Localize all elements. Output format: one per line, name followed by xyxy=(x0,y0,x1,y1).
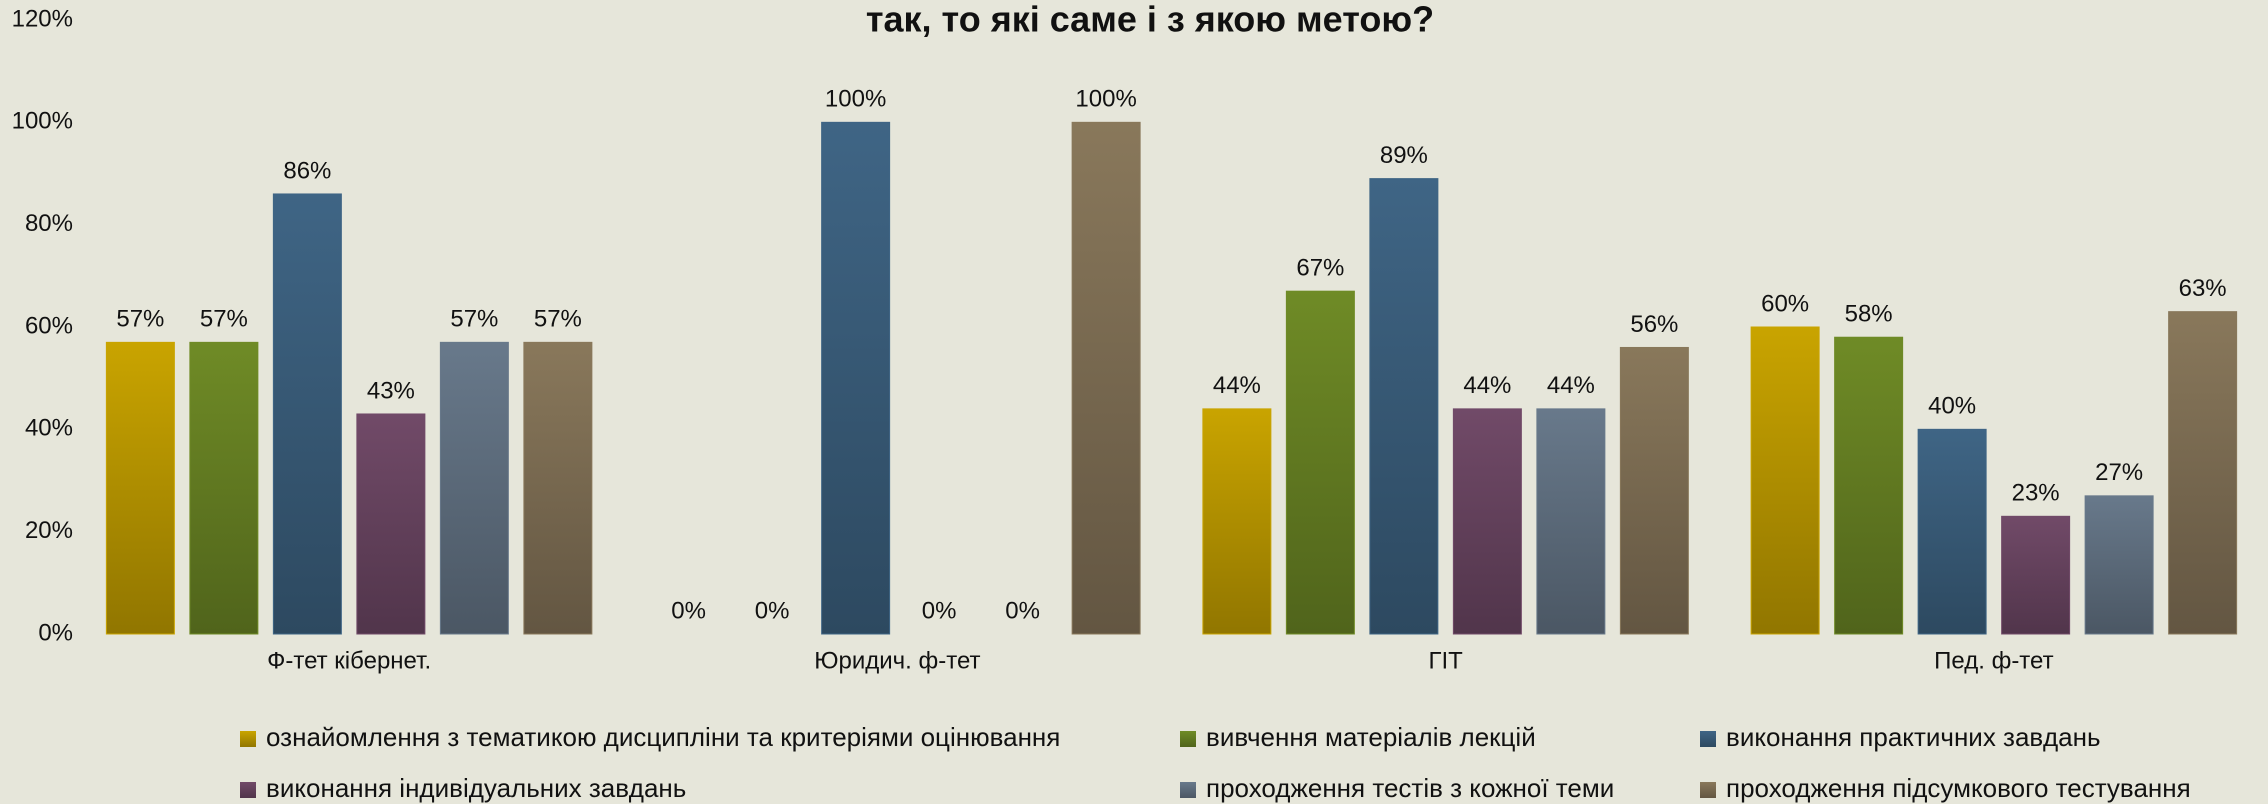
data-label: 27% xyxy=(2095,459,2143,486)
legend-swatch xyxy=(240,782,256,798)
data-label: 0% xyxy=(1005,597,1040,624)
bar xyxy=(272,193,342,635)
legend-label: виконання індивідуальних завдань xyxy=(266,773,686,803)
data-label: 57% xyxy=(534,306,582,333)
bar xyxy=(356,413,426,635)
data-label: 60% xyxy=(1761,290,1809,317)
data-label: 0% xyxy=(922,597,957,624)
legend-label: проходження тестів з кожної теми xyxy=(1206,773,1614,803)
data-label: 100% xyxy=(1075,86,1136,113)
data-label: 67% xyxy=(1296,255,1344,282)
y-tick-label: 20% xyxy=(25,517,73,544)
data-label: 40% xyxy=(1928,393,1976,420)
data-label: 89% xyxy=(1380,142,1428,169)
bar xyxy=(1619,346,1689,635)
bar xyxy=(1369,178,1439,635)
y-tick-label: 100% xyxy=(12,108,73,135)
x-tick-label: Пед. ф-тет xyxy=(1934,647,2053,674)
legend-swatch xyxy=(1180,731,1196,747)
y-tick-label: 0% xyxy=(38,619,73,646)
data-label: 0% xyxy=(755,597,790,624)
x-tick-label: Юридич. ф-тет xyxy=(814,647,980,674)
x-tick-label: ГІТ xyxy=(1428,647,1463,674)
data-label: 44% xyxy=(1213,372,1261,399)
data-label: 23% xyxy=(2012,480,2060,507)
data-label: 63% xyxy=(2179,275,2227,302)
data-label: 57% xyxy=(200,306,248,333)
bar xyxy=(105,341,175,635)
bar xyxy=(1285,290,1355,635)
bar xyxy=(1834,336,1904,635)
bar xyxy=(2084,495,2154,635)
x-tick-label: Ф-тет кібернет. xyxy=(267,647,431,674)
bar xyxy=(2168,311,2238,635)
legend-swatch xyxy=(1700,731,1716,747)
bar xyxy=(1750,326,1820,635)
data-label: 100% xyxy=(825,86,886,113)
data-label: 44% xyxy=(1463,372,1511,399)
bar xyxy=(2001,515,2071,635)
data-label: 43% xyxy=(367,377,415,404)
legend-label: виконання практичних завдань xyxy=(1726,722,2101,752)
y-tick-label: 120% xyxy=(12,5,73,32)
bar xyxy=(1536,408,1606,635)
bar xyxy=(189,341,259,635)
chart-title: так, то які саме і з якою метою? xyxy=(866,0,1434,40)
bar xyxy=(1202,408,1272,635)
legend-label: ознайомлення з тематикою дисципліни та к… xyxy=(266,722,1060,752)
legend-swatch xyxy=(1700,782,1716,798)
y-tick-label: 80% xyxy=(25,210,73,237)
data-label: 0% xyxy=(671,597,706,624)
data-label: 86% xyxy=(283,157,331,184)
legend-swatch xyxy=(1180,782,1196,798)
data-label: 56% xyxy=(1630,311,1678,338)
legend-label: проходження підсумкового тестування xyxy=(1726,773,2191,803)
data-label: 57% xyxy=(450,306,498,333)
y-tick-label: 60% xyxy=(25,312,73,339)
bar xyxy=(821,121,891,635)
bar xyxy=(1917,428,1987,635)
data-label: 44% xyxy=(1547,372,1595,399)
bar xyxy=(439,341,509,635)
legend-swatch xyxy=(240,731,256,747)
bar xyxy=(523,341,593,635)
y-tick-label: 40% xyxy=(25,415,73,442)
data-label: 58% xyxy=(1845,301,1893,328)
data-label: 57% xyxy=(116,306,164,333)
bar xyxy=(1452,408,1522,635)
legend-label: вивчення матеріалів лекцій xyxy=(1206,722,1536,752)
bar xyxy=(1071,121,1141,635)
